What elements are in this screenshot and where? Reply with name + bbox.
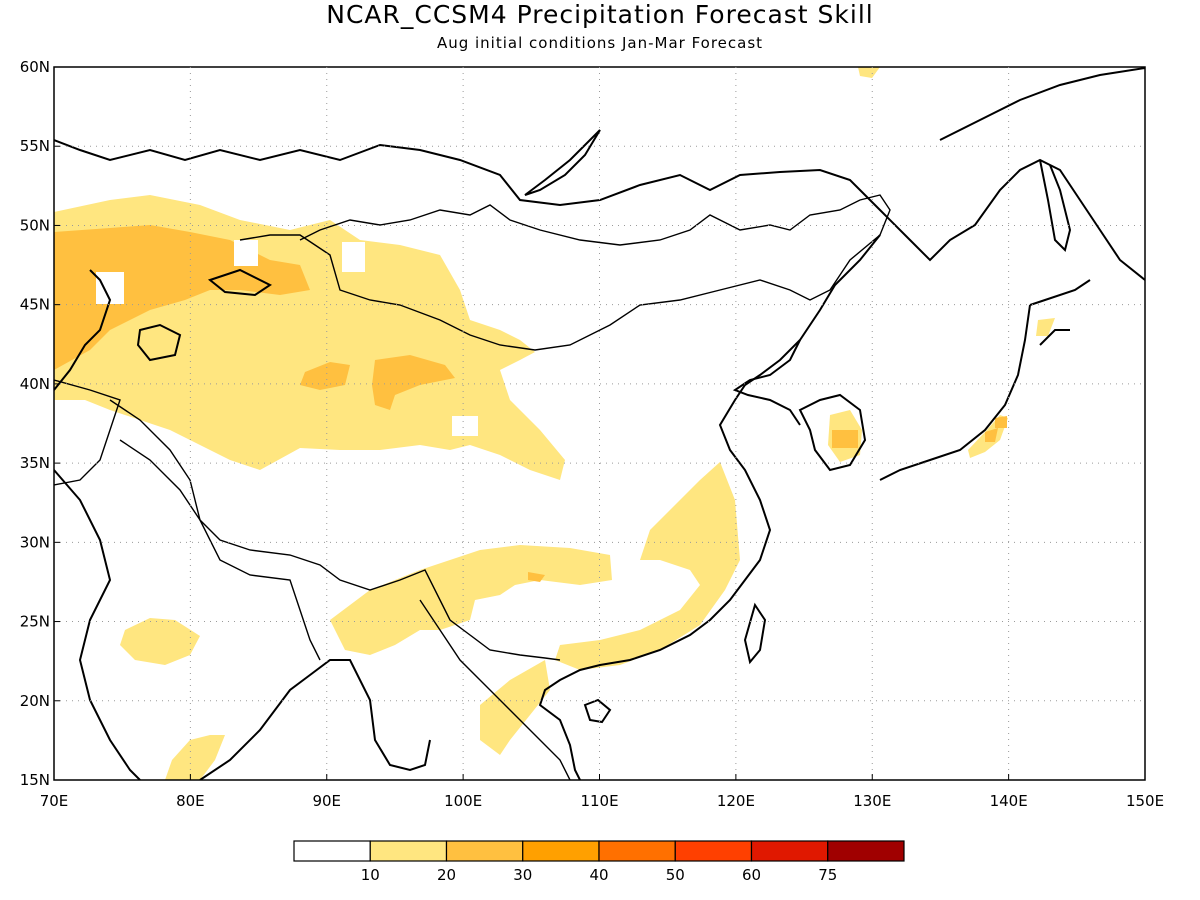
colorbar-swatch	[369, 840, 448, 862]
tick-label-lon: 80E	[176, 792, 205, 810]
tick-label-lat: 60N	[20, 58, 50, 76]
colorbar-swatch	[598, 840, 676, 862]
tick-label-lat: 20N	[20, 692, 50, 710]
tick-label-lat: 50N	[20, 216, 50, 234]
tick-label-lat: 30N	[20, 533, 50, 551]
tick-label-lat: 40N	[20, 375, 50, 393]
coastline-japan	[879, 279, 1091, 481]
colorbar-label: 75	[818, 866, 837, 884]
coastline-baikal	[524, 129, 601, 196]
colorbar-label: 10	[361, 866, 380, 884]
coastline-balkhash	[207, 268, 272, 297]
tick-label-lon: 110E	[580, 792, 618, 810]
coastline-hainan	[583, 698, 612, 724]
coastline-india	[54, 469, 431, 780]
colorbar-label: 40	[589, 866, 608, 884]
border-china-south	[109, 399, 561, 661]
coastline-korea	[798, 393, 867, 472]
skill-region-myanmar	[480, 660, 550, 755]
coastline-taiwan	[743, 602, 767, 665]
border-indochina	[419, 599, 571, 780]
border-central-asia	[54, 379, 121, 486]
colorbar-label: 60	[742, 866, 761, 884]
colorbar-swatch	[445, 840, 524, 862]
colorbar-swatch	[293, 840, 371, 862]
tick-label-lat: 45N	[20, 296, 50, 314]
skill-region-south-india	[165, 735, 225, 780]
graticule	[54, 67, 1145, 780]
map-subtitle: Aug initial conditions Jan-Mar Forecast	[436, 34, 764, 52]
border-china-north	[239, 194, 891, 351]
tick-label-lon: 70E	[40, 792, 69, 810]
coastlines	[54, 67, 1145, 780]
borders	[54, 194, 891, 780]
map-title: NCAR_CCSM4 Precipitation Forecast Skill	[326, 0, 874, 29]
tick-label-lat: 25N	[20, 613, 50, 631]
colorbar-swatch	[827, 840, 905, 862]
skill-region-japan-core	[985, 416, 1007, 442]
coastline-aral	[136, 323, 182, 362]
coastline-sakhalin	[1039, 159, 1072, 252]
skill-shading	[54, 67, 1055, 780]
skill-region-south-china	[555, 462, 740, 670]
coastline-caspian	[54, 269, 112, 391]
tick-label-lat: 15N	[20, 771, 50, 789]
skill-region-korea-core	[832, 430, 858, 448]
tick-label-lon: 90E	[312, 792, 341, 810]
colorbar: 10 20 30 40 50 60 75	[293, 840, 905, 884]
colorbar-label: 50	[666, 866, 685, 884]
skill-region-yunnan-core	[528, 572, 545, 582]
skill-region-india	[120, 618, 200, 665]
coastline-bohai	[732, 339, 801, 426]
skill-region-tarim	[300, 355, 455, 410]
axis-ticks: 70E 80E 90E 100E 110E 120E 130E 140E 150E 60N 55N 5…	[20, 58, 1164, 810]
colorbar-label: 20	[437, 866, 456, 884]
tick-label-lon: 150E	[1126, 792, 1164, 810]
colorbar-label: 30	[513, 866, 532, 884]
tick-label-lon: 120E	[717, 792, 755, 810]
skill-region-hokkaido	[1036, 318, 1055, 336]
colorbar-swatch	[522, 840, 600, 862]
coastline-east-asia	[538, 234, 881, 780]
colorbar-swatch	[750, 840, 829, 862]
skill-region-yunnan	[330, 545, 612, 655]
coastline-okhotsk-north	[939, 67, 1145, 141]
tick-label-lat: 35N	[20, 454, 50, 472]
tick-label-lon: 130E	[853, 792, 891, 810]
skill-region-north	[858, 67, 880, 78]
tick-label-lon: 140E	[990, 792, 1028, 810]
tick-label-lat: 55N	[20, 137, 50, 155]
border-india-north	[119, 439, 321, 661]
colorbar-swatch	[674, 840, 753, 862]
coastline-eurasia	[54, 139, 1145, 281]
tick-label-lon: 100E	[444, 792, 482, 810]
